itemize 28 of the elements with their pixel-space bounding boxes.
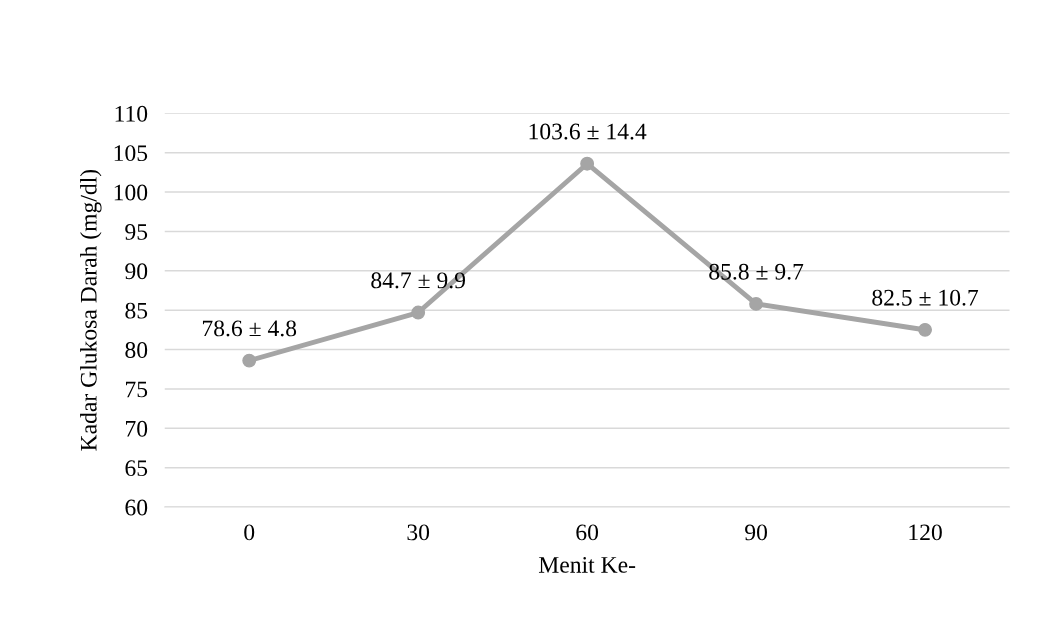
- point: [918, 322, 933, 337]
- y-tick-label: 85: [125, 302, 148, 319]
- x-tick-label: 60: [576, 524, 599, 541]
- y-tick-label: 100: [114, 184, 148, 201]
- y-tick-label: 90: [125, 263, 148, 280]
- x-tick-label: 120: [909, 524, 942, 541]
- point: [749, 296, 764, 311]
- x-axis-title: Menit Ke-: [538, 557, 636, 573]
- x-tick-label: 30: [407, 524, 430, 541]
- y-tick-label: 70: [126, 420, 148, 437]
- y-tick-label: 75: [126, 381, 148, 398]
- x-tick-label: 0: [244, 524, 255, 541]
- data-label: 84.7 ± 9.9: [371, 272, 466, 289]
- y-axis-title: Kadar Glukosa Darah (mg/dl): [80, 169, 102, 451]
- y-tick-label: 60: [125, 499, 148, 516]
- x-tick-label: 90: [745, 524, 767, 541]
- point: [411, 305, 426, 320]
- data-label: 85.8 ± 9.7: [709, 263, 804, 280]
- data-label: 78.6 ± 4.8: [202, 320, 297, 337]
- point: [580, 156, 595, 171]
- data-label: 82.5 ± 10.7: [872, 289, 979, 306]
- y-tick-label: 110: [115, 105, 148, 122]
- point: [242, 353, 257, 368]
- y-tick-label: 95: [125, 223, 148, 240]
- y-tick-label: 65: [125, 460, 148, 477]
- y-tick-label: 105: [114, 145, 148, 162]
- data-label: 103.6 ± 14.4: [529, 123, 647, 140]
- y-tick-label: 80: [125, 342, 148, 358]
